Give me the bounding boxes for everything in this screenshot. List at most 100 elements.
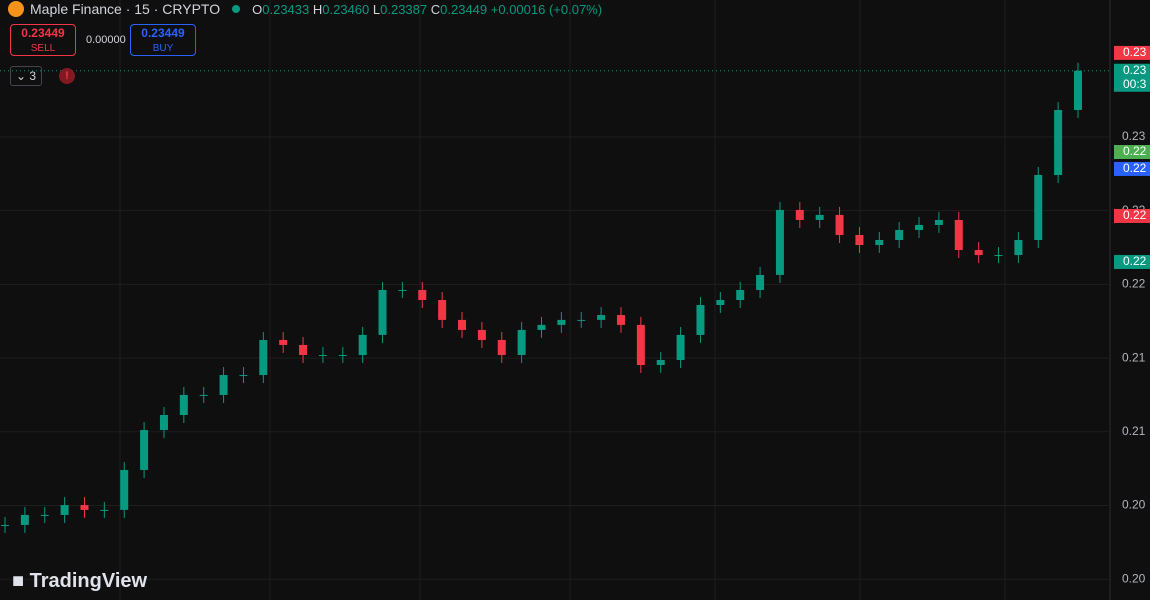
header: Maple Finance · 15 · CRYPTO O0.23433 H0.… [8,0,602,18]
candle [279,339,288,345]
brand: ■ TradingView [12,570,148,592]
candle [895,229,904,240]
candle [1034,174,1043,240]
candle [934,219,943,225]
sell-label: SELL [30,43,56,54]
price-tag [1114,161,1150,176]
indicators-toggle[interactable]: ⌄ 3 [10,66,42,86]
candle [299,344,308,355]
candle [597,315,606,320]
ohlc-value: 0.23387 [380,1,428,17]
price-tag-label: 0.23 [1123,63,1147,77]
warning-icon[interactable]: ! [59,68,75,84]
candle [656,360,665,366]
brand-name: TradingView [29,570,148,592]
candle [458,319,467,330]
candle [577,319,586,321]
ohlc-value: 0.23460 [322,1,370,17]
candle [537,324,546,330]
candle [398,289,407,291]
ohlc-key: H [312,1,323,17]
price-tag-label: 0.22 [1123,208,1147,222]
price-tag [1114,254,1150,269]
buy-label: BUY [152,43,174,54]
candle [438,300,447,320]
buy-price: 0.23449 [141,26,185,40]
y-tick-label: 0.23 [1122,129,1146,143]
price-tag-label: 0.22 [1123,161,1147,175]
price-tag [1114,45,1150,60]
candle [497,339,506,355]
candle [1014,240,1023,256]
candle [557,319,566,325]
candle [756,274,765,290]
ohlc-value: 0.23433 [262,1,310,17]
candle [517,329,526,355]
y-tick-label: 0.22 [1122,277,1146,291]
candle [80,505,89,510]
candle [179,394,188,415]
candle [696,305,705,335]
candle [418,289,427,300]
candle [239,375,248,377]
candle [40,514,49,516]
candle [954,219,963,251]
candle [1,524,9,526]
candle [915,224,924,230]
candle [736,289,745,300]
price-tag-label: 0.22 [1123,254,1147,268]
candle [676,334,685,360]
candle [378,289,387,335]
candle [855,234,864,246]
candle [815,214,824,220]
ohlc-key: O [252,1,263,17]
candle [795,209,804,220]
ohlc-value: 0.23449 [440,1,488,17]
candle [219,375,228,395]
candle [875,240,884,246]
candle [994,255,1003,257]
candle [259,339,268,376]
countdown: 00:3 [1123,77,1147,91]
candle [974,250,983,256]
symbol-logo [8,1,24,17]
y-tick-label: 0.21 [1122,424,1146,438]
candle [358,334,367,355]
price-tag-label: 0.22 [1123,144,1147,158]
y-tick-label: 0.20 [1122,498,1146,512]
price-tag [1114,63,1150,92]
change: +0.00016 (+0.07%) [490,1,603,17]
candle [120,469,129,510]
candle [338,354,347,356]
candle [318,354,327,356]
candle [20,514,29,525]
candle [775,209,784,275]
price-tag-label: 0.23 [1123,45,1147,59]
ohlc-key: L [372,1,381,17]
price-tag [1114,208,1150,223]
status-dot [232,5,241,13]
ohlc: O0.23433 H0.23460 L0.23387 C0.23449 +0.0… [252,2,602,17]
candle [1054,109,1063,175]
candle [616,315,625,325]
candle [716,300,725,306]
candle [636,324,645,366]
candle [140,430,149,470]
candle [835,214,844,235]
ohlc-key: C [430,1,441,17]
candle [60,505,69,515]
symbol[interactable]: Maple Finance · 15 · CRYPTO [30,1,221,17]
candle [100,509,109,511]
sell-button[interactable]: 0.23449 SELL [10,24,76,56]
y-tick-label: 0.20 [1122,571,1146,585]
buy-button[interactable]: 0.23449 BUY [130,24,196,56]
candle [159,414,168,431]
y-tick-label: 0.21 [1122,350,1146,364]
indicators-count: 3 [29,69,37,83]
candle [199,394,208,396]
candle [477,329,486,340]
sell-price: 0.23449 [21,26,65,40]
price-tag [1114,144,1150,159]
